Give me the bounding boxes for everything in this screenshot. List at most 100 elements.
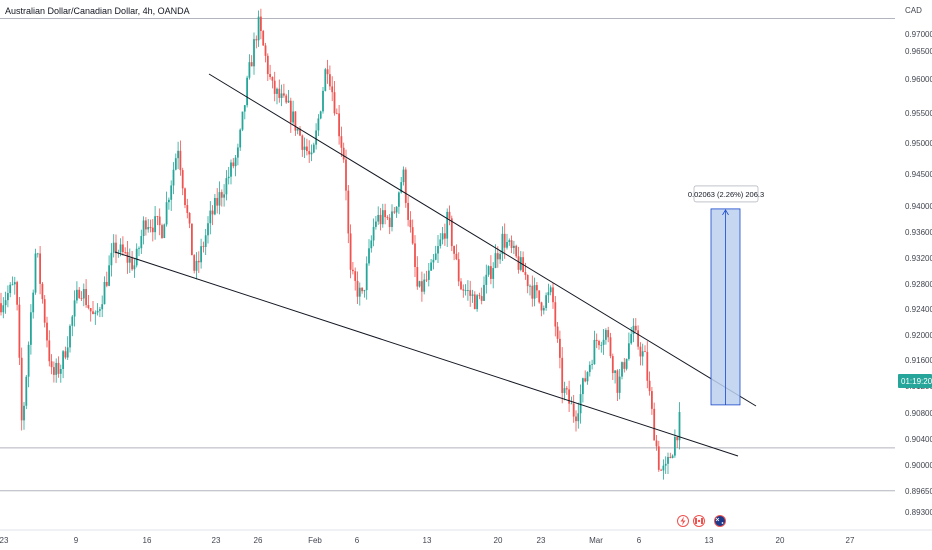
candle xyxy=(342,142,345,163)
candle xyxy=(299,126,301,137)
candle xyxy=(628,332,630,361)
candle xyxy=(568,380,570,413)
candle xyxy=(195,252,198,280)
candle xyxy=(437,235,439,263)
x-tick-label: 13 xyxy=(423,536,432,545)
candle xyxy=(326,59,329,84)
candle xyxy=(101,295,104,318)
candle xyxy=(232,158,235,169)
candle xyxy=(660,468,662,471)
x-tick-label: 6 xyxy=(637,536,642,545)
candle xyxy=(62,349,64,379)
y-tick-label: 0.92800 xyxy=(905,280,932,289)
candle xyxy=(294,111,297,136)
y-tick-label: 0.95500 xyxy=(905,109,932,118)
candle xyxy=(135,243,138,268)
candle xyxy=(467,280,469,301)
candle xyxy=(220,189,223,207)
candle xyxy=(131,251,133,271)
candle xyxy=(34,248,37,295)
candle xyxy=(423,273,426,295)
flash-event-icon[interactable] xyxy=(677,515,689,527)
candle xyxy=(577,402,580,429)
candle xyxy=(648,371,651,396)
x-tick-label: 20 xyxy=(776,536,785,545)
candle xyxy=(584,370,587,383)
candle xyxy=(151,218,154,242)
candle xyxy=(142,216,145,245)
candle xyxy=(154,205,156,240)
candle xyxy=(301,134,304,157)
lower-trendline[interactable] xyxy=(114,251,739,457)
candle xyxy=(46,316,48,348)
candle xyxy=(657,440,660,472)
candle xyxy=(193,254,196,274)
candle xyxy=(172,162,175,195)
candle xyxy=(55,358,58,383)
y-tick-label: 0.92400 xyxy=(905,305,932,314)
candle xyxy=(651,387,653,415)
candle xyxy=(391,204,393,232)
candle xyxy=(393,207,396,214)
candle xyxy=(262,29,265,46)
candle xyxy=(41,281,44,304)
candle xyxy=(292,100,294,126)
candle xyxy=(126,241,129,274)
candle xyxy=(59,364,62,383)
x-tick-label: 23 xyxy=(0,536,9,545)
candle xyxy=(457,252,460,287)
candle xyxy=(239,128,242,151)
candle xyxy=(644,345,646,353)
x-tick-label: 9 xyxy=(74,536,79,545)
candle xyxy=(418,280,421,288)
candle xyxy=(407,196,409,227)
candle xyxy=(234,155,237,177)
candle xyxy=(598,339,600,350)
candle xyxy=(349,224,352,279)
candle xyxy=(513,240,515,255)
candle xyxy=(94,310,97,325)
candle xyxy=(87,295,90,310)
candle xyxy=(133,259,136,278)
x-tick-label: 23 xyxy=(212,536,221,545)
candle xyxy=(280,84,283,107)
x-tick-label: 20 xyxy=(494,536,503,545)
candle xyxy=(480,287,483,305)
candle xyxy=(147,218,150,233)
candle xyxy=(508,238,511,246)
candle xyxy=(89,307,92,322)
candle xyxy=(395,206,398,218)
candle xyxy=(623,358,626,373)
candle xyxy=(230,159,232,185)
candle xyxy=(347,185,350,244)
candle xyxy=(655,435,658,451)
x-tick-label: 16 xyxy=(143,536,152,545)
x-tick-label: 26 xyxy=(254,536,263,545)
candle xyxy=(218,181,221,215)
canada-flag-event-icon[interactable] xyxy=(693,515,705,527)
candle xyxy=(473,291,476,310)
candle xyxy=(285,93,288,104)
australia-flag-event-icon[interactable] xyxy=(714,515,726,527)
candle xyxy=(197,251,200,274)
candle xyxy=(559,330,561,369)
candle xyxy=(174,153,177,171)
candle xyxy=(340,126,343,157)
candle xyxy=(462,284,465,298)
candle xyxy=(112,234,115,258)
candle xyxy=(317,114,320,136)
candle xyxy=(289,97,292,133)
upper-trendline[interactable] xyxy=(208,73,757,407)
candle xyxy=(168,197,170,210)
candle xyxy=(4,291,7,314)
candle xyxy=(439,233,442,249)
candle xyxy=(128,248,131,273)
y-tick-label: 0.92000 xyxy=(905,331,932,340)
candle xyxy=(444,223,446,246)
candle xyxy=(338,105,340,145)
candle xyxy=(409,211,412,233)
candle xyxy=(572,394,575,423)
candle xyxy=(616,369,619,401)
